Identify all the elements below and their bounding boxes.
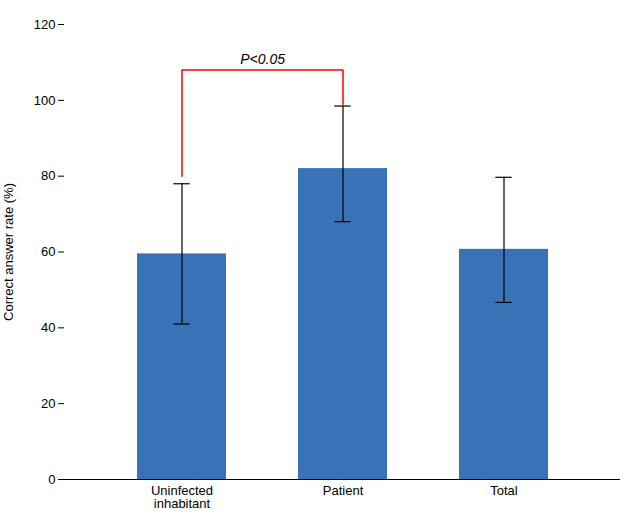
svg-text:80: 80 bbox=[41, 168, 55, 183]
svg-text:40: 40 bbox=[41, 320, 55, 335]
svg-text:20: 20 bbox=[41, 396, 55, 411]
svg-text:120: 120 bbox=[34, 17, 56, 32]
svg-text:0: 0 bbox=[48, 472, 55, 487]
svg-text:Total: Total bbox=[490, 483, 518, 498]
svg-text:Patient: Patient bbox=[323, 483, 364, 498]
svg-text:Correct answer rate (%): Correct answer rate (%) bbox=[1, 183, 16, 321]
svg-text:P<0.05: P<0.05 bbox=[240, 51, 285, 67]
svg-text:100: 100 bbox=[34, 92, 56, 107]
svg-text:Uninfectedinhabitant: Uninfectedinhabitant bbox=[151, 483, 213, 511]
svg-text:60: 60 bbox=[41, 244, 55, 259]
